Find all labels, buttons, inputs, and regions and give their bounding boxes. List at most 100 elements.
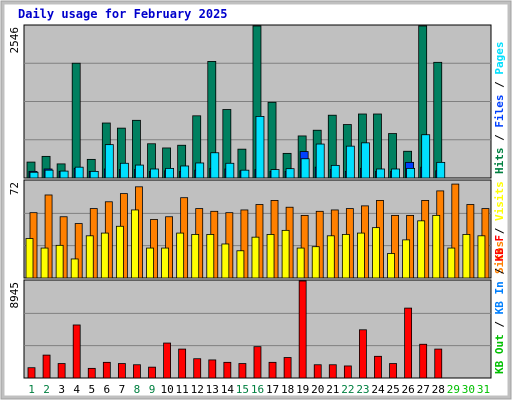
- bar-kb-f: [42, 354, 51, 379]
- day-label: 29: [447, 383, 460, 396]
- bar-pages: [180, 165, 190, 179]
- day-label: 9: [149, 383, 156, 396]
- bar-kb-f: [193, 358, 202, 379]
- bar-pages: [240, 169, 250, 179]
- bar-visits: [447, 247, 456, 279]
- day-label: 21: [326, 383, 339, 396]
- bar-pages: [150, 168, 159, 179]
- bar-visits: [55, 244, 64, 279]
- day-label: 16: [251, 383, 264, 396]
- day-label: 24: [371, 383, 385, 396]
- axis-label-part: KB Out: [493, 334, 506, 374]
- axis-label-part: Sites: [493, 241, 506, 274]
- bar-sites: [240, 209, 249, 279]
- bar-kb-f: [434, 348, 443, 379]
- bar-pages: [135, 164, 144, 179]
- bar-visits: [462, 234, 471, 279]
- bar-kb-f: [419, 343, 428, 379]
- day-label: 7: [119, 383, 126, 396]
- bar-visits: [100, 232, 109, 279]
- axis-label-separator: /: [493, 221, 506, 241]
- bar-pages: [89, 170, 99, 179]
- bar-visits: [417, 220, 426, 279]
- axis-label-separator: /: [493, 261, 506, 281]
- day-label: 8: [134, 383, 141, 396]
- bar-kb-f: [223, 361, 232, 379]
- bar-kb-f: [163, 342, 171, 379]
- bar-pages: [119, 162, 129, 179]
- bar-kb-f: [87, 367, 96, 379]
- day-label: 22: [341, 383, 354, 396]
- bar-sites: [165, 216, 173, 279]
- bar-pages: [44, 169, 54, 179]
- bar-visits: [221, 243, 230, 279]
- bar-visits: [477, 235, 486, 279]
- bar-kb-f: [404, 307, 413, 379]
- bar-pages: [330, 164, 340, 179]
- bar-kb-f: [238, 363, 247, 379]
- bar-visits: [372, 227, 380, 279]
- bar-kb-f: [133, 364, 141, 379]
- bar-visits: [85, 235, 94, 279]
- bar-visits: [161, 247, 169, 279]
- max-label-visits-sites: 72: [8, 182, 21, 195]
- bar-kb-f: [208, 359, 217, 379]
- day-label: 10: [160, 383, 173, 396]
- bar-pages: [361, 142, 370, 179]
- day-label: 30: [462, 383, 475, 396]
- bar-kb-f: [359, 329, 367, 379]
- bar-visits: [281, 229, 290, 279]
- axis-label-visits-sites: Sites / Visits: [493, 181, 506, 274]
- day-label: 1: [28, 383, 35, 396]
- bar-sites: [74, 223, 83, 279]
- bar-kb-f: [178, 348, 187, 379]
- axis-label-separator: /: [493, 128, 506, 148]
- bar-visits: [236, 250, 245, 279]
- bar-visits: [402, 239, 411, 279]
- bar-kb-f: [389, 363, 397, 379]
- axis-label-part: KB F: [493, 235, 506, 262]
- day-label: 20: [311, 383, 324, 396]
- bar-pages: [315, 143, 325, 179]
- bar-sites: [315, 210, 324, 279]
- max-label-hits-files-pages: 2546: [8, 27, 21, 54]
- bar-pages: [104, 144, 114, 179]
- bar-pages: [225, 162, 235, 179]
- bar-visits: [251, 236, 260, 279]
- bar-kb-f: [117, 363, 126, 379]
- bar-visits: [311, 246, 320, 279]
- bar-visits: [146, 247, 154, 279]
- axis-label-separator: /: [493, 314, 506, 334]
- day-label: 31: [477, 383, 490, 396]
- day-label: 17: [266, 383, 279, 396]
- bar-pages: [270, 169, 280, 179]
- axis-label-kbytes: KB Out / KB In / KB F: [493, 235, 506, 374]
- max-label-kbytes: 8945: [8, 282, 21, 309]
- day-label: 23: [356, 383, 369, 396]
- bar-kb-f: [298, 280, 307, 379]
- bar-visits: [176, 232, 185, 279]
- bar-kb-f: [27, 367, 36, 379]
- bar-kb-f: [313, 364, 322, 379]
- bar-kb-f: [57, 363, 66, 379]
- bar-kb-f: [374, 355, 382, 379]
- bar-visits: [432, 214, 441, 279]
- bar-hits: [373, 113, 382, 179]
- bar-pages: [285, 168, 295, 179]
- bar-pages: [59, 170, 69, 179]
- day-label: 18: [281, 383, 294, 396]
- day-label: 28: [432, 383, 445, 396]
- day-label: 4: [73, 383, 80, 396]
- day-label: 6: [104, 383, 111, 396]
- bar-visits: [206, 234, 215, 279]
- bar-pages: [300, 158, 310, 179]
- bar-hits: [71, 62, 81, 179]
- bar-pages: [421, 134, 431, 179]
- bar-hits: [267, 101, 277, 179]
- bar-visits: [131, 209, 139, 279]
- day-label: 13: [206, 383, 219, 396]
- chart-title: Daily usage for February 2025: [18, 7, 228, 21]
